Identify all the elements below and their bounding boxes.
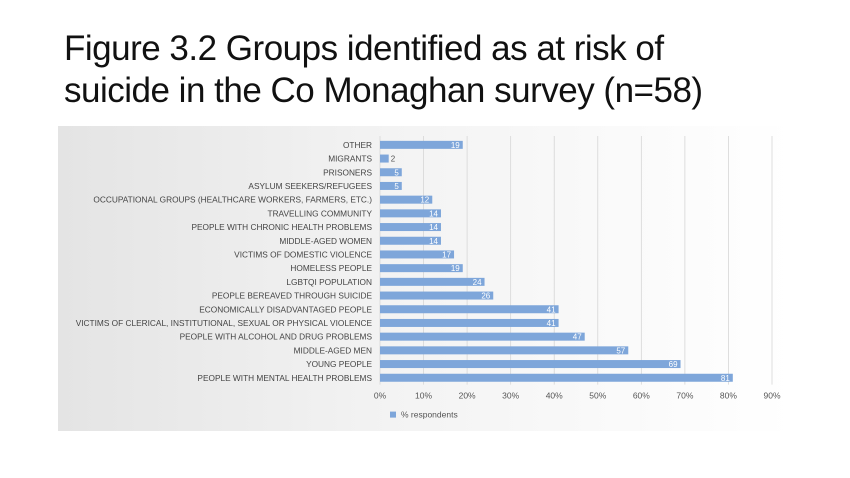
bar — [380, 223, 441, 232]
data-label: 14 — [429, 223, 438, 232]
data-label: 24 — [473, 278, 482, 287]
bar — [380, 140, 463, 149]
category-label: PEOPLE BEREAVED THROUGH SUICIDE — [212, 291, 373, 301]
x-tick-label: 70% — [676, 391, 693, 401]
category-label: ASYLUM SEEKERS/REFUGEES — [248, 181, 372, 191]
title-line-2: suicide in the Co Monaghan survey (n=58) — [64, 71, 703, 110]
bar — [380, 181, 402, 190]
category-label: LGBTQI POPULATION — [286, 277, 372, 287]
data-label: 14 — [429, 209, 438, 218]
bar — [380, 332, 585, 341]
category-label: YOUNG PEOPLE — [306, 359, 372, 369]
bar — [380, 373, 733, 382]
x-tick-label: 80% — [720, 391, 737, 401]
category-label: OTHER — [343, 140, 372, 150]
category-label: ECONOMICALLY DISADVANTAGED PEOPLE — [199, 304, 372, 314]
bar — [380, 168, 402, 177]
data-label: 19 — [451, 264, 460, 273]
bar — [380, 305, 559, 314]
title-line-1: Figure 3.2 Groups identified as at risk … — [64, 29, 664, 68]
x-tick-label: 20% — [459, 391, 476, 401]
slide-title: Figure 3.2 Groups identified as at risk … — [64, 28, 824, 112]
data-label: 57 — [616, 346, 625, 355]
data-label: 81 — [721, 374, 730, 383]
category-label: PRISONERS — [323, 167, 372, 177]
data-label: 14 — [429, 237, 438, 246]
category-label: HOMELESS PEOPLE — [290, 263, 372, 273]
category-label: VICTIMS OF DOMESTIC VIOLENCE — [234, 249, 372, 259]
data-label: 47 — [573, 333, 582, 342]
x-tick-label: 40% — [546, 391, 563, 401]
data-label: 41 — [547, 305, 556, 314]
category-label: MIDDLE-AGED WOMEN — [279, 236, 372, 246]
bar — [380, 236, 441, 245]
legend-label: % respondents — [401, 410, 458, 420]
category-label: VICTIMS OF CLERICAL, INSTITUTIONAL, SEXU… — [76, 318, 373, 328]
category-label: PEOPLE WITH ALCOHOL AND DRUG PROBLEMS — [180, 332, 373, 342]
category-label: TRAVELLING COMMUNITY — [268, 208, 373, 218]
bar — [380, 360, 681, 369]
bar-chart: 0% 10% 20% 30% 40% 50% 60% 70% 80% 90% OTHER 19 MIGR… — [76, 136, 781, 420]
data-label: 26 — [481, 292, 490, 301]
bar — [380, 291, 494, 300]
data-label: 5 — [394, 182, 399, 191]
data-label: 69 — [669, 360, 678, 369]
bar — [380, 250, 455, 259]
data-label: 2 — [391, 155, 396, 164]
data-label: 19 — [451, 141, 460, 150]
data-label: 12 — [420, 196, 429, 205]
x-tick-label: 90% — [763, 391, 780, 401]
x-tick-label: 50% — [589, 391, 606, 401]
bar — [380, 277, 485, 286]
bar — [380, 209, 441, 218]
bar — [380, 154, 389, 163]
category-label: OCCUPATIONAL GROUPS (HEALTHCARE WORKERS,… — [93, 195, 372, 205]
bar — [380, 346, 629, 355]
data-label: 5 — [394, 168, 399, 177]
data-label: 17 — [442, 250, 451, 259]
category-label: PEOPLE WITH MENTAL HEALTH PROBLEMS — [197, 373, 372, 383]
chart-panel: 0% 10% 20% 30% 40% 50% 60% 70% 80% 90% OTHER 19 MIGR… — [58, 126, 792, 431]
bar — [380, 195, 433, 204]
data-label: 41 — [547, 319, 556, 328]
category-label: MIGRANTS — [328, 154, 372, 164]
x-tick-label: 60% — [633, 391, 650, 401]
legend-swatch — [390, 411, 396, 418]
x-tick-label: 30% — [502, 391, 519, 401]
x-tick-label: 0% — [374, 391, 387, 401]
x-tick-label: 10% — [415, 391, 432, 401]
bar — [380, 318, 559, 327]
category-label: PEOPLE WITH CHRONIC HEALTH PROBLEMS — [191, 222, 372, 232]
category-label: MIDDLE-AGED MEN — [294, 345, 372, 355]
bar — [380, 264, 463, 273]
